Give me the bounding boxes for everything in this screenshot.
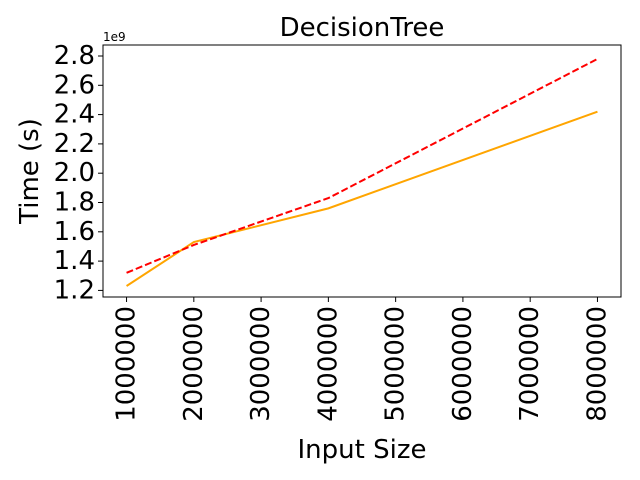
y-tick-label: 2.2 (54, 129, 95, 159)
x-tick-label: 6000000 (448, 306, 478, 422)
x-tick-label: 5000000 (381, 306, 411, 422)
y-tick-label: 2.4 (54, 100, 95, 130)
y-tick-label: 2.6 (54, 70, 95, 100)
y-tick-label: 1.4 (54, 246, 95, 276)
series-line-2 (126, 58, 598, 274)
x-tick-label: 2000000 (179, 306, 209, 422)
x-tick-label: 1000000 (112, 306, 142, 422)
y-tick-label: 1.6 (54, 217, 95, 247)
y-axis-label: Time (s) (15, 118, 45, 225)
x-tick-label: 3000000 (246, 306, 276, 422)
plot-frame (102, 44, 622, 298)
y-tick-label: 2.8 (54, 41, 95, 71)
x-tick-label: 7000000 (515, 306, 545, 422)
y-axis-offset-label: 1e9 (103, 30, 126, 44)
y-tick-label: 2.0 (54, 158, 95, 188)
x-tick-label: 4000000 (313, 306, 343, 422)
y-tick-label: 1.8 (54, 188, 95, 218)
series-line-1 (126, 110, 598, 287)
x-tick-label: 8000000 (582, 306, 612, 422)
x-axis-label: Input Size (298, 435, 427, 465)
chart-title: DecisionTree (280, 13, 445, 43)
y-tick-label: 1.2 (54, 275, 95, 305)
plot-area: 1000000 2000000 3000000 4000000 5000000 60000… (54, 41, 622, 422)
